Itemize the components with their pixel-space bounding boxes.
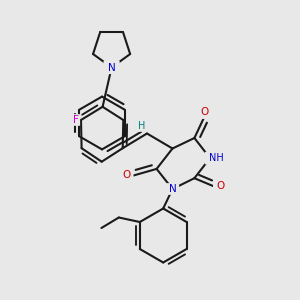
FancyBboxPatch shape	[67, 114, 80, 126]
Text: O: O	[216, 181, 225, 191]
FancyBboxPatch shape	[103, 61, 120, 74]
FancyBboxPatch shape	[197, 107, 211, 119]
FancyBboxPatch shape	[205, 152, 223, 164]
Text: H: H	[138, 121, 145, 131]
FancyBboxPatch shape	[133, 120, 146, 132]
Text: F: F	[73, 115, 79, 125]
FancyBboxPatch shape	[213, 180, 226, 192]
Text: O: O	[200, 107, 208, 117]
Text: NH: NH	[208, 153, 224, 163]
FancyBboxPatch shape	[120, 170, 134, 181]
Text: N: N	[108, 62, 116, 73]
FancyBboxPatch shape	[166, 183, 179, 195]
Text: N: N	[169, 184, 176, 194]
Text: O: O	[123, 170, 131, 181]
